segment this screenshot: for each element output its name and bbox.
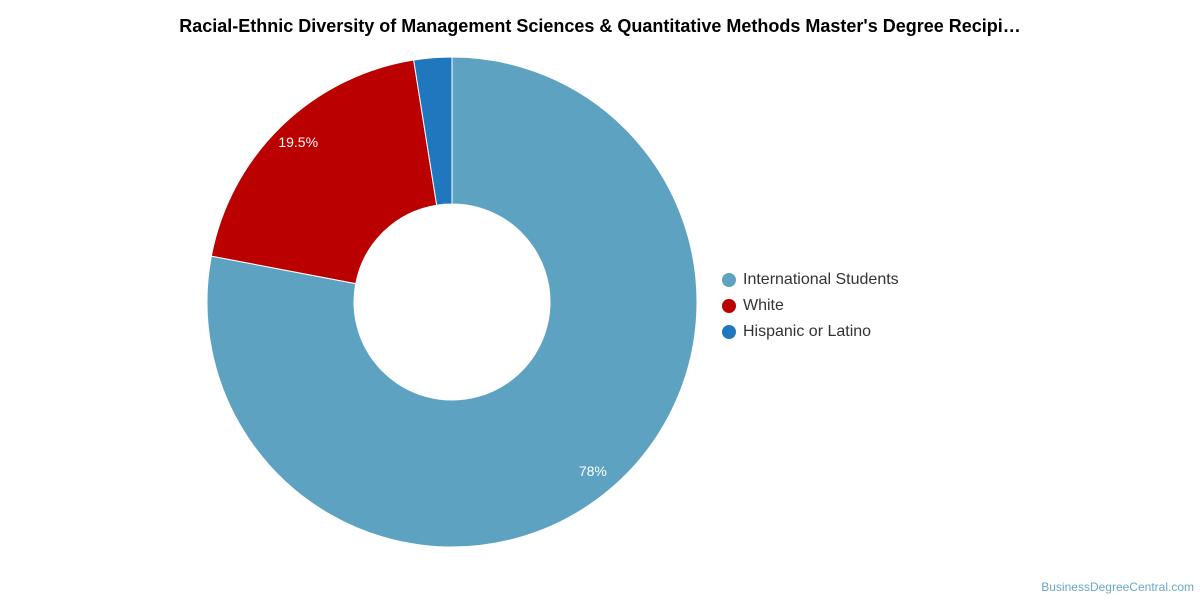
chart-legend: International Students White Hispanic or L… xyxy=(722,267,899,345)
legend-swatch-international-students xyxy=(722,273,736,287)
watermark: BusinessDegreeCentral.com xyxy=(1041,580,1194,594)
slice-white xyxy=(210,59,438,285)
slice-international-students xyxy=(206,56,698,548)
legend-swatch-hispanic-or-latino xyxy=(722,325,736,339)
legend-swatch-white xyxy=(722,299,736,313)
labels-layer: 78% 19.5% xyxy=(278,134,607,479)
legend-item-international-students[interactable]: International Students xyxy=(722,267,899,293)
legend-label-international-students: International Students xyxy=(743,271,899,288)
chart-title: Racial-Ethnic Diversity of Management Sc… xyxy=(179,16,1021,36)
slices-layer xyxy=(206,56,698,548)
legend-item-white[interactable]: White xyxy=(722,293,899,319)
legend-label-hispanic-or-latino: Hispanic or Latino xyxy=(743,323,872,340)
legend-label-white: White xyxy=(743,297,784,314)
legend-item-hispanic-or-latino[interactable]: Hispanic or Latino xyxy=(722,319,899,345)
slice-label-international-students: 78% xyxy=(579,463,607,479)
slice-label-white: 19.5% xyxy=(278,134,318,150)
slice-hispanic-or-latino xyxy=(413,56,453,206)
